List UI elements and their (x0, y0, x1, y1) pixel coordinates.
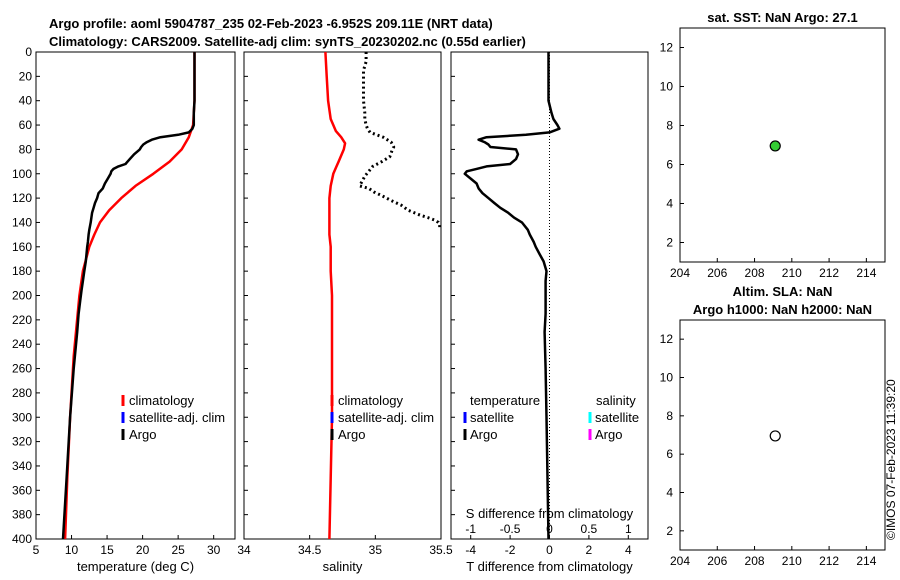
x-tick-label: 34 (237, 543, 251, 557)
y-tick-label: 8 (666, 409, 673, 423)
difference-legend-entry: satellite (470, 410, 514, 425)
difference-legend-title: temperature (470, 393, 540, 408)
salinity-legend-entry: Argo (338, 427, 365, 442)
sla-title: Argo h1000: NaN h2000: NaN (693, 302, 872, 317)
y-tick-label: 12 (660, 41, 674, 55)
y-tick-label: 6 (666, 447, 673, 461)
x-tick-label: 214 (856, 266, 876, 280)
temperature-axes (35, 51, 236, 540)
temperature-series-argo (61, 52, 196, 540)
x-tick-label: 210 (782, 554, 802, 568)
y-tick-label: 160 (12, 240, 32, 254)
x-tick-label: 35.5 (429, 543, 453, 557)
x-tick-label: 10 (65, 543, 79, 557)
x-tick-label: -2 (505, 543, 516, 557)
y-tick-label: 100 (12, 167, 32, 181)
x-tick-label: 15 (100, 543, 114, 557)
x-tick-label-top: -1 (465, 522, 476, 536)
y-tick-label: 360 (12, 483, 32, 497)
sst-title: sat. SST: NaN Argo: 27.1 (707, 10, 858, 25)
temperature-legend-entry: satellite-adj. clim (129, 410, 225, 425)
sst-axes (679, 27, 886, 263)
header-line-1: Argo profile: aoml 5904787_235 02-Feb-20… (49, 16, 493, 31)
difference-legend-entry: satellite (595, 410, 639, 425)
x-tick-label: 2 (586, 543, 593, 557)
copyright-stamp: ©IMOS 07-Feb-2023 11:39:20 (884, 379, 898, 540)
y-tick-label: 2 (666, 524, 673, 538)
y-tick-label: 220 (12, 313, 32, 327)
y-tick-label: 12 (660, 332, 674, 346)
y-tick-label: 60 (19, 118, 33, 132)
x-tick-label: 212 (819, 554, 839, 568)
sst-point (769, 140, 781, 152)
x-tick-label: 25 (171, 543, 185, 557)
x-tick-label: 30 (207, 543, 221, 557)
x-tick-label: 204 (670, 554, 690, 568)
x-tick-label: 34.5 (298, 543, 322, 557)
salinity-series-argo (358, 52, 442, 231)
difference-legend-title: salinity (596, 393, 636, 408)
x-tick-label: 204 (670, 266, 690, 280)
temperature-legend-entry: Argo (129, 427, 156, 442)
y-tick-label: 20 (19, 69, 33, 83)
x-tick-label: -4 (465, 543, 476, 557)
y-tick-label: 400 (12, 532, 32, 546)
y-tick-label: 10 (660, 80, 674, 94)
y-tick-label: 4 (666, 486, 673, 500)
x-tick-label: 206 (707, 266, 727, 280)
difference-legend-entry: Argo (595, 427, 622, 442)
y-tick-label: 40 (19, 94, 33, 108)
y-tick-label: 140 (12, 215, 32, 229)
x-tick-label-top: 1 (625, 522, 632, 536)
x-tick-label-top: -0.5 (500, 522, 521, 536)
x-tick-label: 5 (33, 543, 40, 557)
sla-axes (679, 319, 886, 551)
sla-title: Altim. SLA: NaN (733, 284, 833, 299)
y-tick-label: 0 (25, 45, 32, 59)
x-tick-label: 208 (745, 266, 765, 280)
temperature-xlabel: temperature (deg C) (77, 559, 194, 574)
x-tick-label: 210 (782, 266, 802, 280)
x-tick-label: 0 (546, 543, 553, 557)
y-tick-label: 80 (19, 142, 33, 156)
y-tick-label: 4 (666, 197, 673, 211)
difference-series-argo (463, 52, 561, 540)
temperature-legend-entry: climatology (129, 393, 195, 408)
y-tick-label: 120 (12, 191, 32, 205)
difference-legend-entry: Argo (470, 427, 497, 442)
y-tick-label: 6 (666, 158, 673, 172)
y-tick-label: 10 (660, 371, 674, 385)
y-tick-label: 340 (12, 459, 32, 473)
x-tick-label: 4 (625, 543, 632, 557)
y-tick-label: 240 (12, 337, 32, 351)
difference-xlabel: T difference from climatology (466, 559, 633, 574)
y-tick-label: 260 (12, 362, 32, 376)
x-tick-label: 214 (856, 554, 876, 568)
x-tick-label: 20 (136, 543, 150, 557)
temperature-series-climatology (63, 52, 196, 540)
difference-xlabel-top: S difference from climatology (466, 506, 634, 521)
x-tick-label: 212 (819, 266, 839, 280)
sla-point (769, 430, 781, 442)
y-tick-label: 380 (12, 508, 32, 522)
y-tick-label: 8 (666, 119, 673, 133)
salinity-axes (243, 51, 442, 540)
x-tick-label: 208 (745, 554, 765, 568)
x-tick-label: 35 (369, 543, 383, 557)
y-tick-label: 2 (666, 236, 673, 250)
y-tick-label: 200 (12, 289, 32, 303)
salinity-xlabel: salinity (323, 559, 363, 574)
x-tick-label: 206 (707, 554, 727, 568)
x-tick-label-top: 0 (546, 522, 553, 536)
y-tick-label: 180 (12, 264, 32, 278)
y-tick-label: 280 (12, 386, 32, 400)
salinity-legend-entry: satellite-adj. clim (338, 410, 434, 425)
y-tick-label: 300 (12, 410, 32, 424)
x-tick-label-top: 0.5 (581, 522, 598, 536)
salinity-series-climatology (324, 51, 347, 540)
header-line-2: Climatology: CARS2009. Satellite-adj cli… (49, 34, 526, 49)
salinity-legend-entry: climatology (338, 393, 404, 408)
y-tick-label: 320 (12, 435, 32, 449)
